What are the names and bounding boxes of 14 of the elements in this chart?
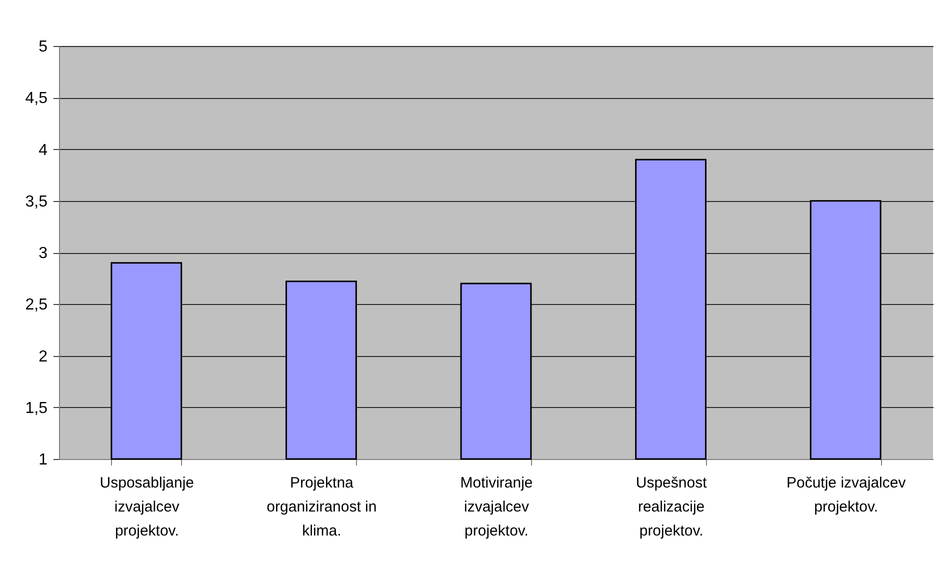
y-tick-label: 2 [38,348,48,366]
y-tick-label: 1,5 [25,400,48,417]
y-tick-label: 3,5 [25,193,48,210]
y-tick-label: 4,5 [25,90,48,108]
y-tick-label: 3 [38,245,48,262]
x-tick-label: Motiviranje izvajalcev projektov. [460,474,533,540]
y-tick-label: 5 [38,38,48,56]
x-tick-label: Usposabljanje izvajalcev projektov. [100,474,194,540]
x-tick-label: Uspešnost realizacije projektov. [636,474,708,540]
y-tick-label: 2,5 [25,296,48,314]
x-tick-label: Počutje izvajalcev projektov. [786,474,906,516]
x-tick-label: Projektna organiziranost in klima. [266,474,377,540]
y-tick-label: 4 [38,142,48,159]
y-tick-label: 1 [38,452,48,468]
